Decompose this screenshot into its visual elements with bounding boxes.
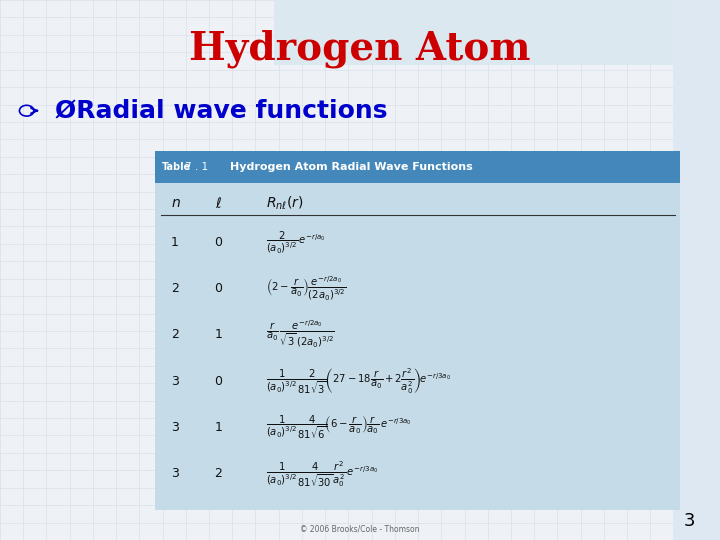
Text: 0: 0 bbox=[215, 236, 222, 249]
Text: $\dfrac{1}{(a_0)^{3/2}}\dfrac{2}{81\sqrt{3}}\!\left(27-18\dfrac{r}{a_0}+2\dfrac{: $\dfrac{1}{(a_0)^{3/2}}\dfrac{2}{81\sqrt… bbox=[266, 366, 451, 396]
Text: © 2006 Brooks/Cole - Thomson: © 2006 Brooks/Cole - Thomson bbox=[300, 524, 420, 534]
Text: Table: Table bbox=[162, 162, 192, 172]
Text: 1: 1 bbox=[171, 236, 179, 249]
Text: 3: 3 bbox=[683, 512, 695, 530]
Text: 3: 3 bbox=[171, 375, 179, 388]
Text: 3: 3 bbox=[171, 421, 179, 434]
Text: $n$: $n$ bbox=[171, 196, 181, 210]
Text: ØRadial wave functions: ØRadial wave functions bbox=[55, 99, 388, 123]
Text: Hydrogen Atom Radial Wave Functions: Hydrogen Atom Radial Wave Functions bbox=[230, 162, 473, 172]
Text: 0: 0 bbox=[215, 282, 222, 295]
FancyBboxPatch shape bbox=[155, 151, 680, 183]
Text: 0: 0 bbox=[215, 375, 222, 388]
Text: 1: 1 bbox=[215, 421, 222, 434]
Text: 3: 3 bbox=[171, 467, 179, 480]
Text: 7 . 1: 7 . 1 bbox=[185, 162, 208, 172]
Text: $\dfrac{1}{(a_0)^{3/2}}\dfrac{4}{81\sqrt{6}}\!\left(6-\dfrac{r}{a_0}\right)\dfra: $\dfrac{1}{(a_0)^{3/2}}\dfrac{4}{81\sqrt… bbox=[266, 414, 413, 441]
Text: $R_{n\ell}(r)$: $R_{n\ell}(r)$ bbox=[266, 194, 304, 212]
Text: 1: 1 bbox=[215, 328, 222, 341]
FancyBboxPatch shape bbox=[155, 151, 680, 510]
Text: 2: 2 bbox=[215, 467, 222, 480]
Text: $\ell$: $\ell$ bbox=[215, 195, 222, 211]
Text: Hydrogen Atom: Hydrogen Atom bbox=[189, 30, 531, 68]
Text: $\dfrac{2}{(a_0)^{3/2}}\,e^{-r/a_0}$: $\dfrac{2}{(a_0)^{3/2}}\,e^{-r/a_0}$ bbox=[266, 229, 326, 255]
FancyBboxPatch shape bbox=[673, 0, 720, 540]
Text: 2: 2 bbox=[171, 328, 179, 341]
Text: $\dfrac{r}{a_0}\,\dfrac{e^{-r/2a_0}}{\sqrt{3}\,(2a_0)^{3/2}}$: $\dfrac{r}{a_0}\,\dfrac{e^{-r/2a_0}}{\sq… bbox=[266, 319, 336, 350]
Text: $\left(2 - \dfrac{r}{a_0}\right)\dfrac{e^{-r/2a_0}}{(2a_0)^{3/2}}$: $\left(2 - \dfrac{r}{a_0}\right)\dfrac{e… bbox=[266, 274, 347, 303]
FancyBboxPatch shape bbox=[274, 0, 720, 65]
Text: 2: 2 bbox=[171, 282, 179, 295]
Text: $\dfrac{1}{(a_0)^{3/2}}\dfrac{4}{81\sqrt{30}}\dfrac{r^2}{a_0^2}\,e^{-r/3a_0}$: $\dfrac{1}{(a_0)^{3/2}}\dfrac{4}{81\sqrt… bbox=[266, 459, 379, 489]
